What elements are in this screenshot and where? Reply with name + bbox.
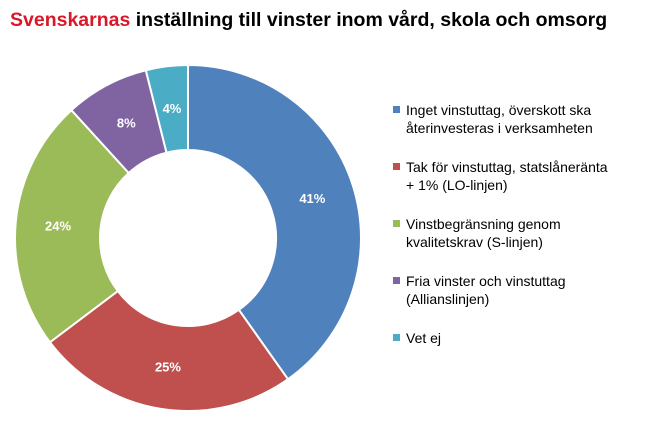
- legend-swatch-blue: [393, 106, 400, 113]
- legend-item: Vet ej: [393, 329, 643, 347]
- slice-label: 25%: [155, 359, 181, 374]
- legend-swatch-purple: [393, 277, 400, 284]
- slice-label: 8%: [117, 116, 136, 131]
- title-highlight: Svenskarnas: [10, 9, 131, 31]
- legend-label: Vinstbegränsning genom kvalitetskrav (S-…: [406, 216, 561, 250]
- legend-swatch-red: [393, 163, 400, 170]
- slice-blue: [187, 63, 362, 381]
- slice-green: [14, 108, 131, 344]
- legend-item: Vinstbegränsning genom kvalitetskrav (S-…: [393, 215, 643, 251]
- legend-label: Inget vinstuttag, överskott ska återinve…: [406, 102, 593, 136]
- slice-label: 41%: [299, 191, 325, 206]
- legend-swatch-cyan: [393, 334, 400, 341]
- title-rest: inställning till vinster inom vård, skol…: [130, 9, 608, 31]
- legend: Inget vinstuttag, överskott ska återinve…: [393, 101, 643, 347]
- chart-title: Svenskarnas inställning till vinster ino…: [10, 9, 640, 32]
- legend-label: Tak för vinstuttag, statslåneränta + 1% …: [406, 159, 608, 193]
- slice-label: 4%: [163, 101, 182, 116]
- legend-item: Fria vinster och vinstuttag (Allianslinj…: [393, 272, 643, 308]
- slice-red: [48, 289, 290, 412]
- legend-item: Inget vinstuttag, överskott ska återinve…: [393, 101, 643, 137]
- legend-label: Fria vinster och vinstuttag (Allianslinj…: [406, 273, 566, 307]
- slice-cyan: [144, 63, 189, 154]
- legend-label: Vet ej: [406, 330, 442, 346]
- slice-label: 24%: [45, 218, 71, 233]
- legend-item: Tak för vinstuttag, statslåneränta + 1% …: [393, 158, 643, 194]
- legend-swatch-green: [393, 220, 400, 227]
